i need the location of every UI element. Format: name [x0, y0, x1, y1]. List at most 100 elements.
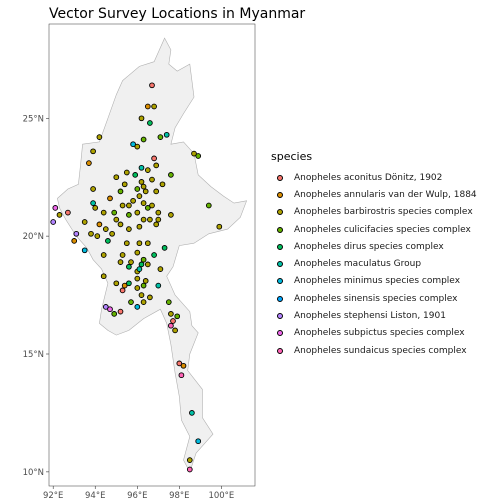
survey-point: [216, 223, 223, 230]
survey-point: [186, 466, 193, 473]
plot-title: Vector Survey Locations in Myanmar: [49, 6, 306, 22]
survey-point: [153, 162, 160, 169]
survey-point: [130, 141, 136, 148]
survey-point: [134, 186, 141, 192]
survey-point: [134, 209, 141, 216]
survey-point: [117, 308, 124, 315]
x-tick-label: 98°E: [169, 491, 189, 501]
survey-point: [189, 410, 195, 416]
survey-point: [147, 120, 153, 126]
survey-point: [117, 188, 124, 195]
survey-point: [153, 221, 160, 228]
survey-point: [105, 238, 111, 244]
survey-point: [130, 197, 136, 204]
y-tick-label: 15°N: [23, 350, 44, 360]
survey-point: [113, 216, 120, 223]
survey-point: [168, 212, 174, 218]
survey-point: [65, 209, 71, 216]
survey-point: [170, 318, 176, 324]
legend-swatch: [276, 209, 283, 216]
survey-point: [123, 240, 130, 247]
survey-point: [144, 261, 151, 268]
survey-point: [144, 167, 151, 173]
survey-point: [117, 259, 124, 265]
survey-point: [136, 240, 143, 247]
legend-key: [271, 256, 288, 273]
survey-point: [134, 249, 141, 256]
legend-item: Anopheles sinensis species complex: [271, 290, 477, 307]
legend-label: Anopheles aconitus Dönitz, 1902: [294, 172, 443, 183]
survey-point: [157, 134, 164, 140]
survey-point: [113, 280, 120, 287]
survey-point: [168, 311, 174, 317]
survey-point: [168, 172, 174, 178]
legend-key: [271, 204, 288, 221]
survey-point: [180, 362, 187, 369]
survey-point: [134, 143, 141, 150]
survey-point: [144, 240, 151, 247]
survey-point: [100, 252, 107, 258]
survey-point: [100, 209, 107, 216]
survey-point: [178, 372, 185, 379]
survey-point: [88, 230, 94, 237]
survey-point: [155, 282, 162, 289]
legend-item: Anopheles aconitus Dönitz, 1902: [271, 169, 477, 186]
survey-point: [140, 216, 147, 223]
y-tick-label: 25°N: [23, 114, 44, 124]
survey-point: [138, 164, 145, 171]
legend-swatch: [276, 226, 283, 233]
x-tick-label: 94°E: [85, 491, 105, 501]
survey-point: [107, 306, 113, 313]
legend-label: Anopheles barbirostris species complex: [294, 207, 473, 218]
survey-points-layer: [50, 82, 223, 473]
survey-point: [81, 219, 88, 225]
legend-swatch: [276, 313, 283, 320]
survey-point: [155, 209, 162, 216]
survey-point: [102, 226, 109, 232]
legend-key: [271, 221, 288, 238]
survey-point: [50, 219, 57, 225]
survey-point: [191, 150, 197, 157]
survey-point: [172, 327, 178, 334]
survey-point: [186, 457, 193, 463]
legend-item: Anopheles maculatus Group: [271, 255, 477, 272]
survey-point: [149, 82, 155, 89]
survey-point: [134, 285, 141, 291]
survey-point: [113, 174, 120, 181]
legend-swatch: [276, 261, 283, 268]
survey-point: [140, 299, 147, 305]
y-tick-label: 20°N: [23, 232, 44, 242]
survey-point: [109, 230, 115, 237]
survey-point: [140, 256, 147, 263]
survey-point: [128, 299, 134, 305]
legend-label: Anopheles sundaicus species complex: [294, 345, 467, 356]
legend-key: [271, 308, 288, 325]
survey-point: [126, 212, 132, 218]
survey-point: [157, 266, 164, 272]
survey-point: [100, 273, 107, 280]
survey-point: [126, 263, 132, 270]
survey-point: [140, 282, 147, 289]
survey-point: [81, 247, 88, 254]
survey-point: [123, 169, 130, 176]
survey-point: [56, 212, 63, 218]
survey-point: [140, 200, 147, 206]
legend-item: Anopheles sundaicus species complex: [271, 342, 477, 359]
survey-point: [134, 304, 141, 310]
survey-point: [102, 304, 109, 310]
legend-swatch: [276, 330, 283, 337]
y-axis: 10°N 15°N 20°N 25°N: [23, 114, 49, 478]
survey-point: [147, 294, 153, 301]
legend-label: Anopheles subpictus species complex: [294, 328, 465, 339]
legend-label: Anopheles maculatus Group: [294, 259, 422, 270]
legend-label: Anopheles culicifacies species complex: [294, 224, 471, 235]
survey-point: [165, 299, 172, 305]
survey-point: [168, 322, 174, 329]
legend-key: [271, 290, 288, 307]
survey-point: [138, 292, 145, 298]
survey-point: [144, 103, 151, 110]
survey-point: [121, 181, 128, 188]
survey-point: [159, 181, 166, 188]
y-tick-label: 10°N: [23, 468, 44, 478]
